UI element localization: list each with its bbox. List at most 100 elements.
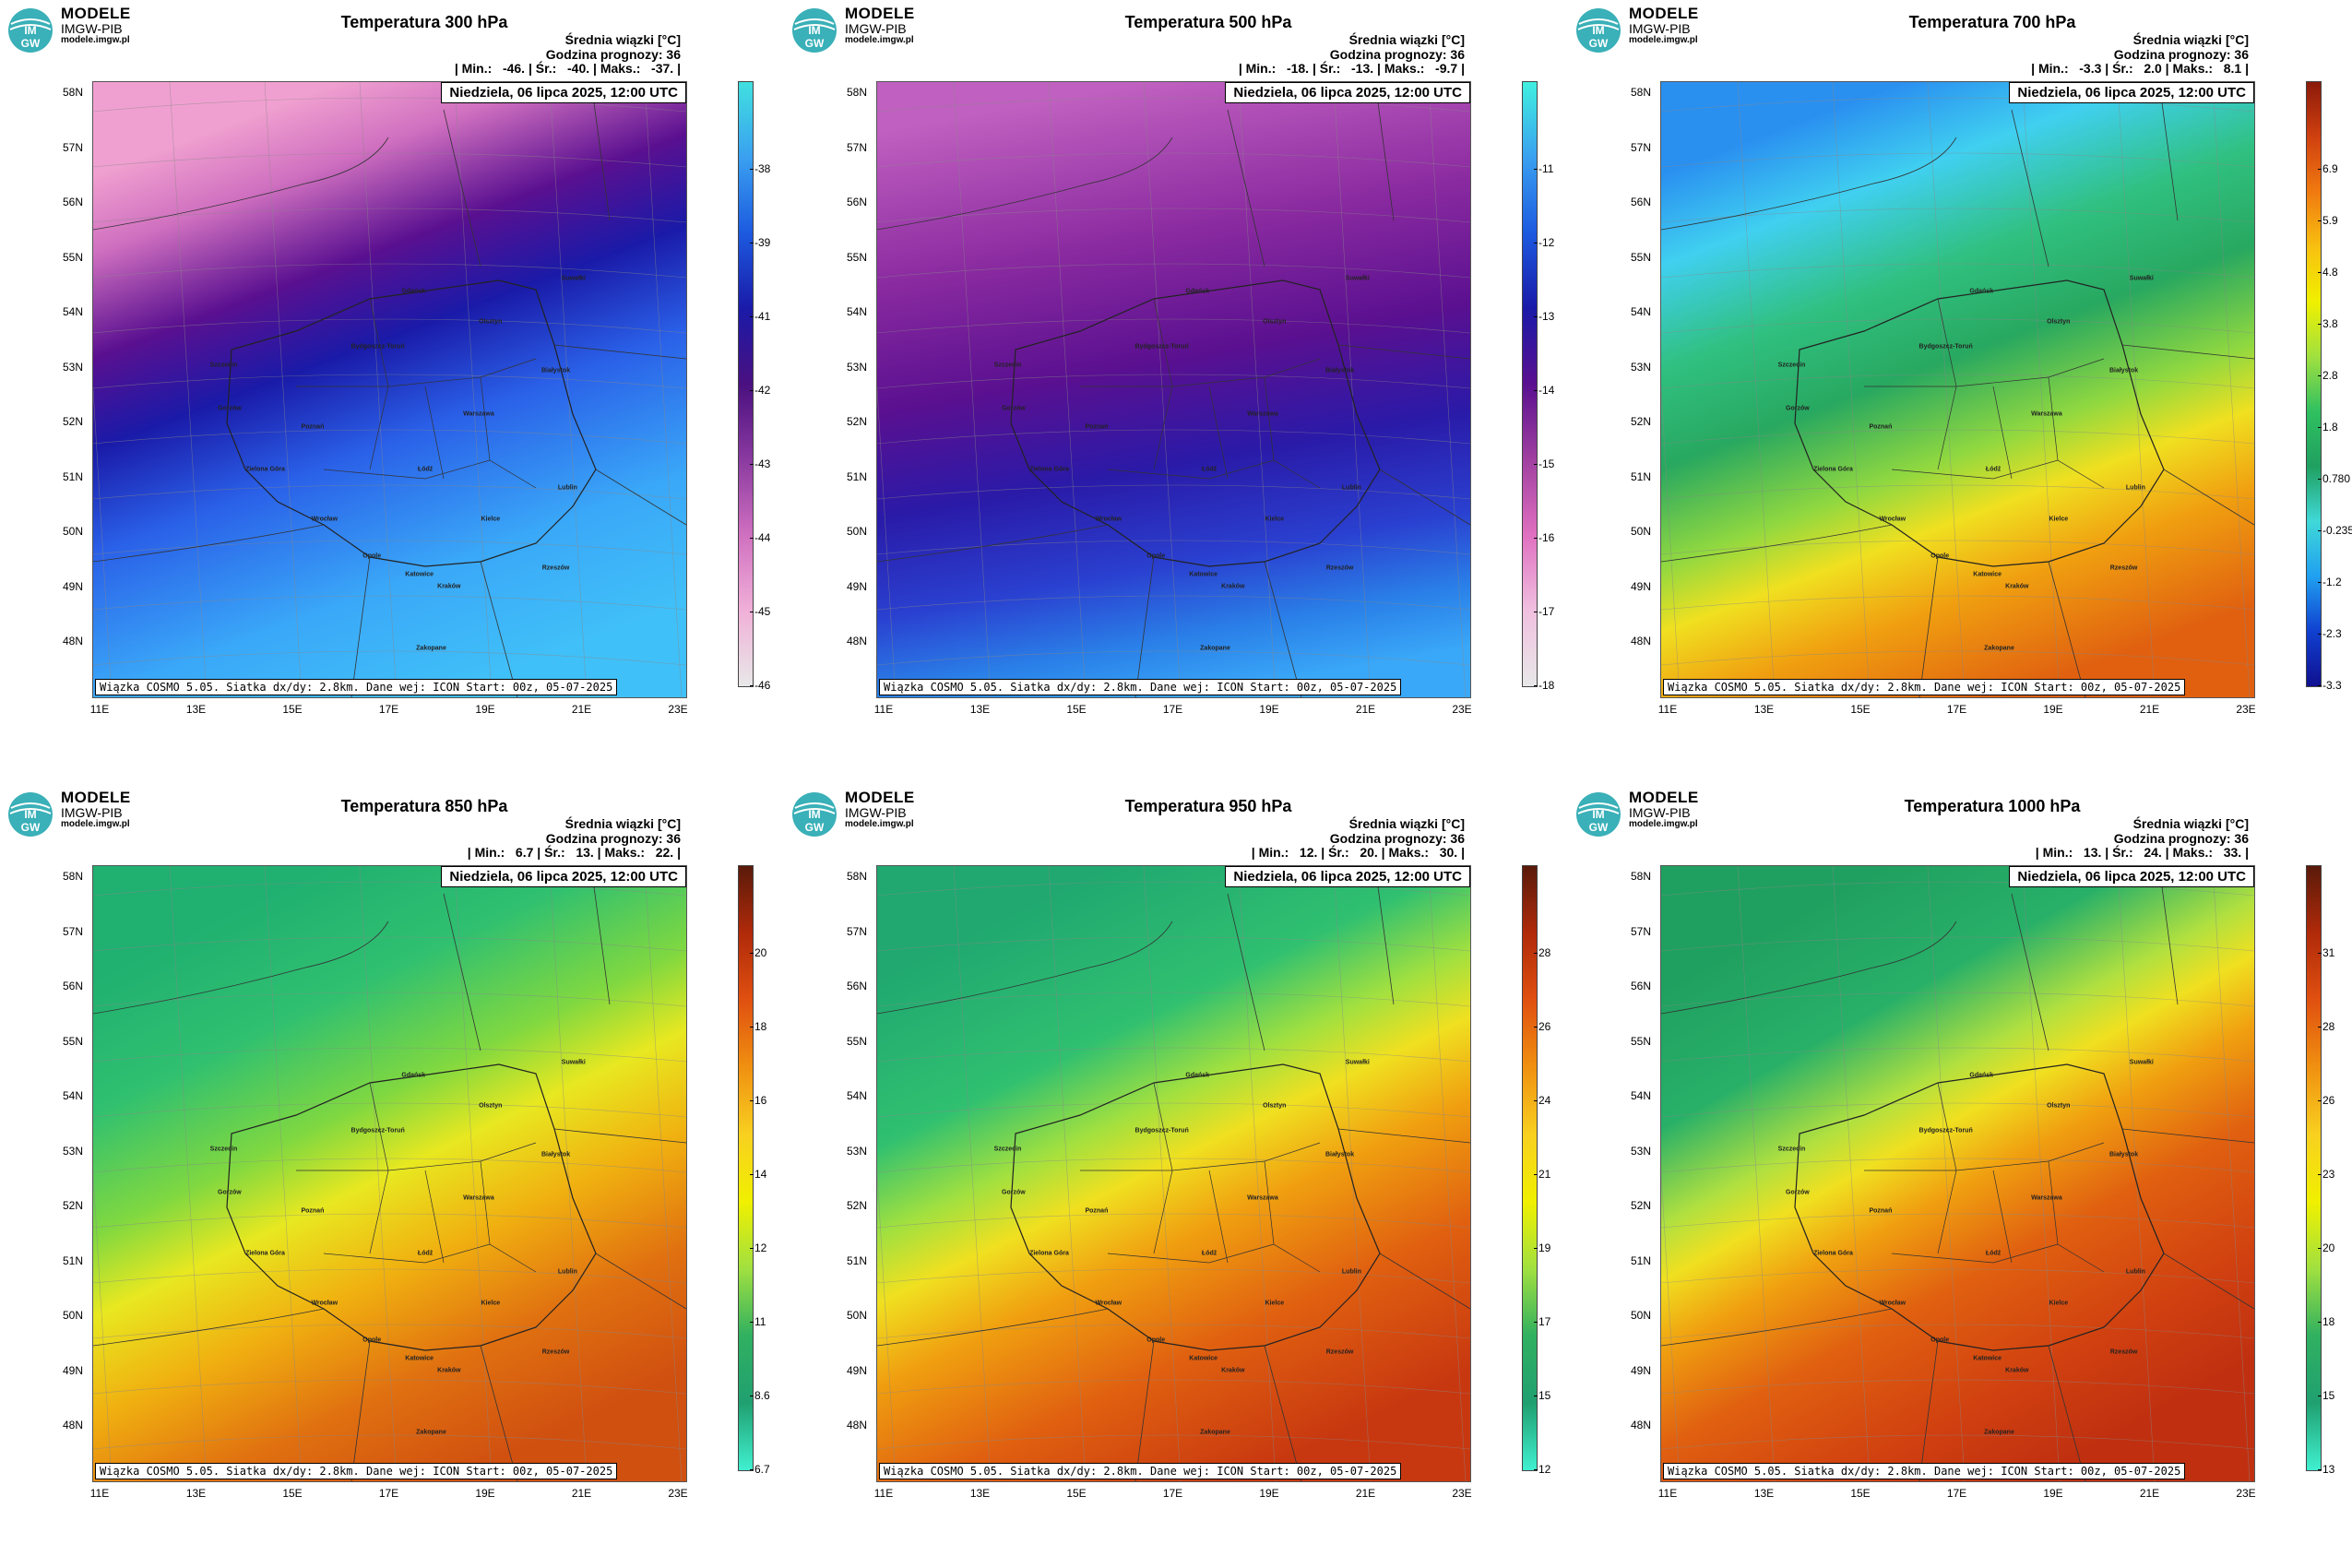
latitude-label: 57N bbox=[1630, 140, 1651, 154]
brand-url[interactable]: modele.imgw.pl bbox=[1629, 34, 1698, 45]
city-label: Wrocław bbox=[311, 1300, 339, 1307]
temperature-field bbox=[1661, 82, 2254, 697]
city-label: Lublin bbox=[1341, 1268, 1361, 1276]
longitude-label: 11E bbox=[1657, 1487, 1678, 1500]
colorbar bbox=[2306, 865, 2322, 1471]
map-panel: IM GW MODELE IMGW-PIB modele.imgw.pl Tem… bbox=[0, 784, 784, 1568]
model-footer: Wiązka COSMO 5.05. Siatka dx/dy: 2.8km. … bbox=[1663, 679, 2186, 695]
info-block: Średnia wiązki [°C] Godzina prognozy: 36… bbox=[2036, 816, 2249, 861]
city-label: Rzeszów bbox=[2109, 1348, 2138, 1356]
svg-text:IM: IM bbox=[24, 24, 36, 37]
latitude-label: 57N bbox=[846, 924, 867, 938]
model-footer: Wiązka COSMO 5.05. Siatka dx/dy: 2.8km. … bbox=[1663, 1463, 2186, 1479]
longitude-label: 21E bbox=[1355, 703, 1376, 716]
colorbar bbox=[738, 865, 754, 1471]
longitude-label: 21E bbox=[1355, 1487, 1376, 1500]
longitude-label: 23E bbox=[2236, 703, 2256, 716]
city-label: Opole bbox=[1930, 1336, 1950, 1344]
colorbar-tick: -1.2 bbox=[2318, 576, 2342, 588]
model-footer: Wiązka COSMO 5.05. Siatka dx/dy: 2.8km. … bbox=[879, 1463, 1402, 1479]
city-label: Rzeszów bbox=[1325, 1348, 1354, 1356]
colorbar-tick: 31 bbox=[2317, 946, 2335, 959]
latitude-label: 54N bbox=[62, 305, 83, 318]
temperature-map[interactable]: Gdańsk Olsztyn Suwałki Szczecin Bydgoszcz-To… bbox=[92, 865, 687, 1482]
city-label: Zakopane bbox=[1200, 1429, 1230, 1436]
latitude-label: 56N bbox=[62, 196, 83, 208]
stats-line: | Min.: -18. | Śr.: -13. | Maks.: -9.7 | bbox=[1238, 61, 1465, 77]
city-label: Opole bbox=[1146, 1336, 1166, 1344]
subtitle: Średnia wiązki [°C] bbox=[1348, 32, 1465, 47]
valid-date: Niedziela, 06 lipca 2025, 12:00 UTC bbox=[1225, 866, 1470, 887]
brand-url[interactable]: modele.imgw.pl bbox=[845, 818, 914, 829]
longitude-label: 11E bbox=[89, 1487, 110, 1500]
brand-line2: IMGW-PIB bbox=[1629, 804, 1691, 820]
svg-text:GW: GW bbox=[21, 37, 41, 50]
svg-text:GW: GW bbox=[805, 821, 825, 834]
city-label: Gdańsk bbox=[1185, 1072, 1210, 1079]
panel-title: Temperatura 850 hPa bbox=[340, 797, 508, 815]
latitude-label: 52N bbox=[1630, 415, 1651, 428]
colorbar-tick: -16 bbox=[1533, 531, 1555, 544]
colorbar-tick: 3.8 bbox=[2318, 317, 2338, 330]
city-label: Łódź bbox=[1985, 466, 2002, 473]
colorbar-tick: 11 bbox=[749, 1315, 766, 1328]
city-label: Kielce bbox=[481, 1300, 501, 1307]
longitude-label: 15E bbox=[1850, 1487, 1871, 1500]
colorbar-tick: 14 bbox=[749, 1168, 767, 1181]
latitude-label: 48N bbox=[62, 635, 83, 647]
latitude-label: 53N bbox=[846, 1144, 867, 1158]
temperature-map[interactable]: Gdańsk Olsztyn Suwałki Szczecin Bydgoszcz-To… bbox=[876, 81, 1471, 698]
longitude-label: 23E bbox=[1452, 703, 1472, 716]
temperature-map[interactable]: Gdańsk Olsztyn Suwałki Szczecin Bydgoszcz-To… bbox=[92, 81, 687, 698]
brand-url[interactable]: modele.imgw.pl bbox=[61, 34, 130, 45]
colorbar-tick: -2.3 bbox=[2318, 627, 2342, 640]
longitude-label: 13E bbox=[969, 703, 991, 716]
colorbar-tick: 8.6 bbox=[750, 1389, 770, 1402]
brand-url[interactable]: modele.imgw.pl bbox=[61, 818, 130, 829]
info-block: Średnia wiązki [°C] Godzina prognozy: 36… bbox=[468, 816, 681, 861]
city-label: Łódź bbox=[1985, 1250, 2002, 1257]
city-label: Rzeszów bbox=[541, 564, 570, 572]
temperature-map[interactable]: Gdańsk Olsztyn Suwałki Szczecin Bydgoszcz-To… bbox=[1660, 865, 2255, 1482]
colorbar-tick: -11 bbox=[1533, 162, 1554, 175]
city-label: Białystok bbox=[1324, 367, 1355, 374]
colorbar-tick: -46 bbox=[749, 679, 771, 692]
latitude-label: 49N bbox=[846, 579, 867, 593]
latitude-label: 57N bbox=[1630, 924, 1651, 938]
latitude-label: 57N bbox=[62, 140, 83, 154]
city-label: Szczecin bbox=[1777, 362, 1806, 369]
latitude-label: 58N bbox=[62, 870, 83, 883]
longitude-label: 19E bbox=[475, 703, 495, 716]
city-label: Warszawa bbox=[2031, 1194, 2062, 1202]
panel-title: Temperatura 1000 hPa bbox=[1904, 797, 2081, 815]
longitude-label: 17E bbox=[378, 1487, 399, 1500]
latitude-label: 50N bbox=[62, 525, 83, 538]
city-label: Kraków bbox=[1221, 1367, 1245, 1374]
city-label: Olsztyn bbox=[2047, 1102, 2071, 1110]
city-label: Białystok bbox=[1324, 1151, 1355, 1158]
latitude-label: 50N bbox=[846, 525, 867, 538]
forecast-hour: Godzina prognozy: 36 bbox=[1329, 830, 1465, 846]
colorbar bbox=[738, 81, 754, 687]
brand-block: MODELE IMGW-PIB modele.imgw.pl bbox=[61, 790, 131, 829]
colorbar-tick: 15 bbox=[1533, 1389, 1551, 1402]
temperature-map[interactable]: Gdańsk Olsztyn Suwałki Szczecin Bydgoszcz-To… bbox=[1660, 81, 2255, 698]
brand-line2: IMGW-PIB bbox=[61, 804, 123, 820]
colorbar-tick: 20 bbox=[2317, 1241, 2335, 1254]
colorbar-tick: 4.8 bbox=[2318, 266, 2338, 279]
panel-title: Temperatura 950 hPa bbox=[1124, 797, 1292, 815]
city-label: Zakopane bbox=[1200, 645, 1230, 652]
city-label: Wrocław bbox=[1095, 1300, 1123, 1307]
temperature-map[interactable]: Gdańsk Olsztyn Suwałki Szczecin Bydgoszcz-To… bbox=[876, 865, 1471, 1482]
colorbar-tick: -38 bbox=[749, 162, 771, 175]
brand-url[interactable]: modele.imgw.pl bbox=[1629, 818, 1698, 829]
city-label: Katowice bbox=[1973, 1355, 2002, 1362]
city-label: Bydgoszcz-Toruń bbox=[1918, 343, 1973, 350]
brand-line2: IMGW-PIB bbox=[1629, 20, 1691, 36]
brand-url[interactable]: modele.imgw.pl bbox=[845, 34, 914, 45]
brand-block: MODELE IMGW-PIB modele.imgw.pl bbox=[845, 790, 915, 829]
colorbar-tick: 15 bbox=[2317, 1389, 2335, 1402]
latitude-label: 53N bbox=[62, 1144, 83, 1158]
longitude-label: 19E bbox=[2043, 1487, 2063, 1500]
map-panel: IM GW MODELE IMGW-PIB modele.imgw.pl Tem… bbox=[784, 784, 1568, 1568]
